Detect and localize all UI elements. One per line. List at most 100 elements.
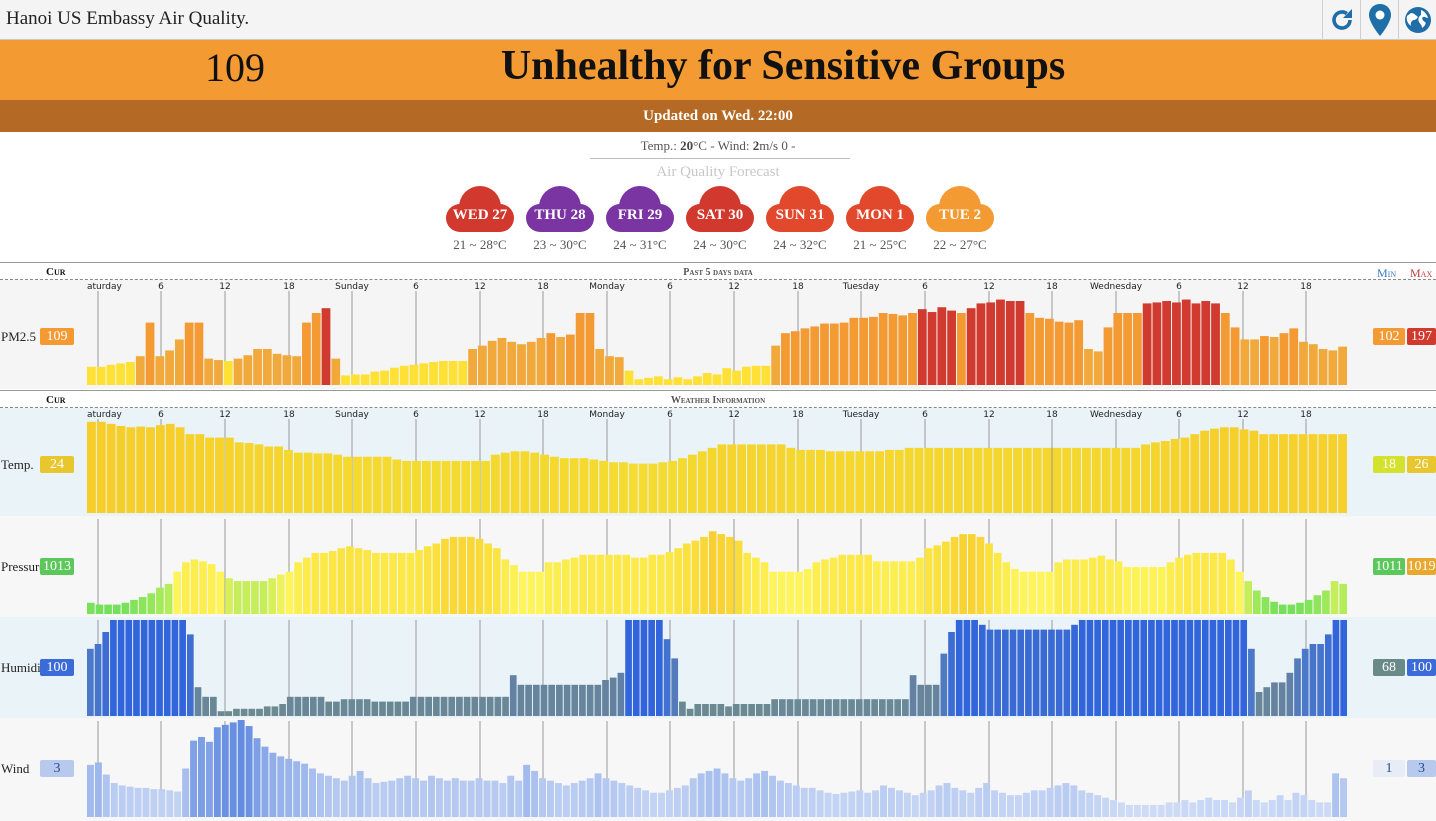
bar [1141, 444, 1150, 513]
bar [880, 785, 888, 817]
bar [1150, 442, 1160, 513]
bar [1270, 601, 1278, 614]
bar [294, 562, 302, 614]
bar [689, 778, 697, 817]
bar [451, 778, 459, 817]
bar [747, 444, 756, 513]
refresh-button[interactable] [1322, 0, 1360, 40]
bar [1011, 568, 1019, 614]
bar [556, 684, 563, 716]
bar [497, 337, 507, 385]
bar [1019, 571, 1028, 614]
bar [309, 768, 316, 817]
bar [618, 462, 628, 513]
time-axis-label: 12 [219, 410, 230, 420]
cloud-icon [526, 186, 594, 232]
location-button[interactable] [1360, 0, 1398, 40]
bar-chart [87, 620, 1347, 716]
bar [363, 699, 371, 716]
bar [352, 456, 362, 513]
globe-button[interactable] [1398, 0, 1436, 40]
bar [293, 761, 301, 817]
bar [1240, 620, 1248, 716]
bar [1035, 317, 1044, 385]
forecast-day-label: MON 1 [856, 207, 904, 223]
bar [448, 696, 456, 716]
bar [429, 361, 438, 385]
wind-unit: m/s 0 - [759, 138, 796, 153]
bar [487, 340, 497, 385]
cloud-icon [846, 186, 914, 232]
forecast-day: THU 28 23 ~ 30°C [522, 184, 598, 254]
bar [389, 552, 397, 614]
bar [763, 704, 771, 716]
bar [571, 684, 579, 716]
bar [282, 355, 292, 385]
bar [697, 451, 707, 513]
bar [1322, 590, 1330, 614]
bar [725, 706, 732, 716]
bar [1211, 303, 1220, 385]
bar [1078, 620, 1086, 716]
bar [1200, 430, 1210, 513]
bar [171, 620, 179, 716]
bar [526, 341, 536, 385]
bar [333, 454, 343, 513]
bar [348, 699, 356, 716]
bar [993, 447, 1003, 513]
bar [126, 786, 134, 817]
bar [963, 620, 971, 716]
bar [594, 773, 602, 817]
bar [1332, 773, 1340, 817]
bar [225, 578, 233, 614]
bar [856, 790, 864, 818]
max-label: Max [1410, 266, 1433, 280]
bar [748, 704, 755, 716]
bar [340, 780, 348, 818]
bar [406, 552, 415, 614]
bar [753, 773, 761, 817]
bar [653, 376, 663, 385]
bar [1157, 567, 1166, 614]
bar [734, 540, 743, 614]
bar [894, 699, 902, 716]
bar [386, 701, 394, 716]
forecast-title: Air Quality Forecast [656, 164, 780, 180]
bar [947, 310, 956, 385]
bar [325, 701, 333, 716]
bar [1063, 629, 1071, 716]
bar [1121, 447, 1131, 513]
bar [817, 699, 825, 716]
bar [717, 534, 726, 614]
bar [531, 770, 539, 817]
bar [388, 780, 396, 818]
bar [955, 620, 963, 716]
bar [1232, 620, 1240, 716]
bar [1094, 620, 1101, 716]
bar [794, 699, 802, 716]
bar [953, 447, 963, 513]
bar [397, 552, 406, 614]
time-axis-label: 6 [1176, 410, 1182, 420]
bar [224, 437, 234, 513]
bar [644, 377, 653, 385]
bar [438, 361, 448, 385]
bar [456, 696, 463, 716]
bar [948, 632, 955, 716]
bar [996, 299, 1005, 385]
bar [458, 361, 468, 385]
bar [147, 593, 156, 614]
bar [500, 452, 510, 513]
time-axis-label: 18 [283, 282, 295, 292]
bar [458, 536, 467, 614]
bar [803, 568, 812, 614]
time-axis-label: 12 [219, 282, 230, 292]
forecast-temp: 23 ~ 30°C [533, 237, 587, 252]
bar [530, 452, 540, 513]
bar [135, 356, 145, 385]
bar [174, 339, 184, 385]
bar [986, 629, 994, 716]
bar [110, 620, 117, 716]
bar [1339, 583, 1347, 614]
bar [848, 699, 855, 716]
